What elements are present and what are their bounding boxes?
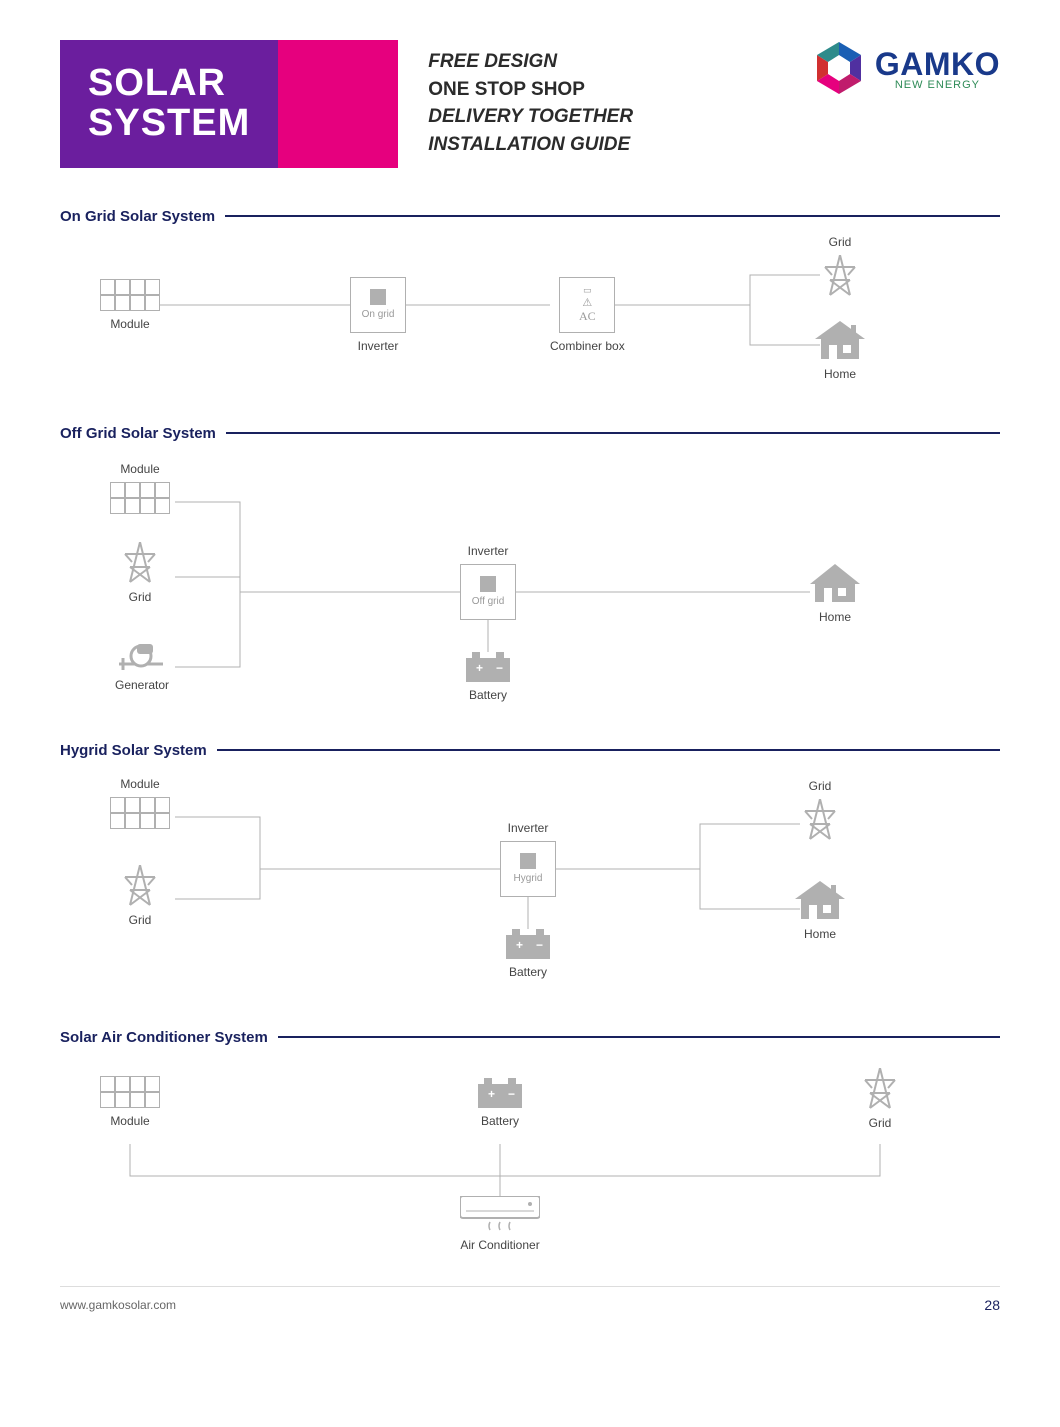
title-purple-box: SOLAR SYSTEM [60,40,278,168]
ac-module: Module [100,1076,160,1128]
battery-icon [466,652,510,682]
section-ongrid: On Grid Solar System Module On grid Inve… [60,208,1000,395]
combiner-box: ▭ ⚠ AC [559,277,615,333]
offgrid-diagram: Module Grid Generator Inverter Off grid [60,452,1000,712]
ac-icon [460,1196,540,1232]
feature-1: FREE DESIGN [428,48,633,76]
hybrid-grid-right: Grid [800,779,840,841]
tower-icon [120,542,160,584]
inverter-box: Off grid [460,564,516,620]
heading-line [278,1036,1000,1038]
brand-logo: GAMKO NEW ENERGY [809,40,1000,96]
hybrid-title: Hygrid Solar System [60,742,207,759]
heading-line [226,432,1000,434]
title-line1: SOLAR [88,64,250,104]
title-pink-box [278,40,398,168]
title-block: SOLAR SYSTEM [60,40,398,168]
ac-battery: Battery [478,1078,522,1128]
offgrid-generator: Generator [115,642,169,692]
ongrid-module: Module [100,279,160,331]
tower-icon [860,1068,900,1110]
hybrid-grid-left: Grid [120,865,160,927]
feature-4: INSTALLATION GUIDE [428,131,633,159]
section-hybrid: Hygrid Solar System Module Grid Inverter [60,742,1000,999]
footer-url: www.gamkosolar.com [60,1298,176,1312]
ongrid-combiner: ▭ ⚠ AC Combiner box [550,277,625,353]
battery-icon [506,929,550,959]
ongrid-title: On Grid Solar System [60,208,215,225]
panel-icon [100,279,160,311]
ac-unit: Air Conditioner [460,1196,540,1252]
logo-hex-icon [809,40,865,96]
hybrid-battery: Battery [506,929,550,979]
header: SOLAR SYSTEM FREE DESIGN ONE STOP SHOP D… [60,40,1000,168]
ac-diagram: Module Battery Grid Air Conditioner [60,1056,1000,1256]
battery-icon [478,1078,522,1108]
ongrid-diagram: Module On grid Inverter ▭ ⚠ AC Combiner … [60,235,1000,395]
heading-line [225,215,1000,217]
tower-icon [120,865,160,907]
offgrid-title: Off Grid Solar System [60,425,216,442]
ac-title: Solar Air Conditioner System [60,1029,268,1046]
inverter-box: On grid [350,277,406,333]
section-ac: Solar Air Conditioner System Module Batt… [60,1029,1000,1256]
offgrid-inverter: Inverter Off grid [460,544,516,620]
panel-icon [100,1076,160,1108]
ongrid-inverter: On grid Inverter [350,277,406,353]
feature-2: ONE STOP SHOP [428,76,633,104]
home-icon [810,564,860,604]
tower-icon [820,255,860,297]
inverter-box: Hygrid [500,841,556,897]
offgrid-module: Module [110,462,170,514]
hybrid-home: Home [795,881,845,941]
heading-line [217,749,1000,751]
ongrid-home: Home [815,321,865,381]
offgrid-home: Home [810,564,860,624]
ac-grid: Grid [860,1068,900,1130]
offgrid-battery: Battery [466,652,510,702]
ongrid-grid: Grid [820,235,860,297]
brand-name: GAMKO [875,46,1000,83]
home-icon [815,321,865,361]
panel-icon [110,482,170,514]
generator-icon [117,642,167,672]
hybrid-module: Module [110,777,170,829]
hybrid-inverter: Inverter Hygrid [500,821,556,897]
feature-3: DELIVERY TOGETHER [428,103,633,131]
title-line2: SYSTEM [88,104,250,144]
home-icon [795,881,845,921]
features-list: FREE DESIGN ONE STOP SHOP DELIVERY TOGET… [428,40,633,158]
tower-icon [800,799,840,841]
footer-page: 28 [984,1297,1000,1313]
section-offgrid: Off Grid Solar System Module Grid Genera… [60,425,1000,712]
offgrid-grid: Grid [120,542,160,604]
footer: www.gamkosolar.com 28 [60,1286,1000,1313]
hybrid-diagram: Module Grid Inverter Hygrid Battery Grid [60,769,1000,999]
panel-icon [110,797,170,829]
